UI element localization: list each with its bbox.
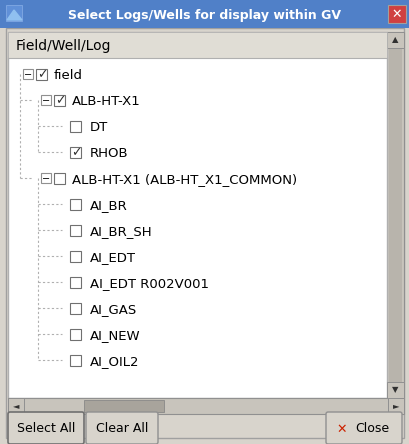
Bar [388, 48, 401, 382]
Text: AI_EDT R002V001: AI_EDT R002V001 [90, 277, 209, 290]
Bar [8, 32, 386, 58]
Bar [8, 398, 24, 414]
Text: −: − [42, 174, 50, 184]
Bar [70, 303, 81, 314]
Text: AI_EDT: AI_EDT [90, 251, 136, 264]
Text: field: field [54, 69, 83, 82]
Bar [386, 382, 403, 398]
Bar [8, 398, 403, 414]
Text: ✓: ✓ [37, 68, 47, 81]
Text: AI_NEW: AI_NEW [90, 329, 140, 342]
Text: −: − [24, 70, 32, 80]
Text: ✕: ✕ [391, 8, 401, 21]
FancyBboxPatch shape [325, 412, 401, 444]
Text: Close: Close [354, 423, 388, 436]
Text: ▲: ▲ [391, 36, 398, 44]
Text: Select Logs/Wells for display within GV: Select Logs/Wells for display within GV [68, 8, 341, 21]
Bar [386, 32, 403, 48]
Text: Select All: Select All [17, 423, 75, 436]
FancyBboxPatch shape [86, 412, 157, 444]
Text: DT: DT [90, 121, 108, 134]
Text: ✓: ✓ [55, 94, 65, 107]
Text: AI_BR_SH: AI_BR_SH [90, 225, 152, 238]
Bar [70, 355, 81, 366]
Text: ALB-HT-X1 (ALB-HT_X1_COMMON): ALB-HT-X1 (ALB-HT_X1_COMMON) [72, 173, 297, 186]
Bar [386, 32, 403, 398]
Bar [23, 69, 33, 79]
Text: ALB-HT-X1: ALB-HT-X1 [72, 95, 140, 108]
Text: Field/Well/Log: Field/Well/Log [16, 39, 111, 53]
Text: ▼: ▼ [391, 385, 398, 395]
Bar [70, 277, 81, 288]
FancyBboxPatch shape [8, 412, 84, 444]
Text: −: − [42, 96, 50, 106]
Bar [41, 173, 51, 183]
Text: AI_BR: AI_BR [90, 199, 128, 212]
Text: ✓: ✓ [71, 147, 81, 159]
Bar [70, 251, 81, 262]
Polygon shape [7, 10, 22, 20]
Bar [54, 95, 65, 106]
Bar [41, 95, 51, 105]
Bar [70, 329, 81, 340]
FancyBboxPatch shape [387, 5, 405, 23]
Bar [6, 5, 22, 21]
Bar [70, 225, 81, 236]
Text: RHOB: RHOB [90, 147, 128, 160]
Bar [8, 32, 386, 398]
Bar [36, 69, 47, 80]
Bar [54, 173, 65, 184]
Text: ►: ► [392, 401, 398, 411]
Text: AI_GAS: AI_GAS [90, 303, 137, 316]
Bar [0, 0, 409, 28]
Bar [70, 121, 81, 132]
Text: Clear All: Clear All [96, 423, 148, 436]
Bar [84, 400, 164, 412]
Bar [70, 199, 81, 210]
Text: AI_OIL2: AI_OIL2 [90, 355, 139, 368]
Bar [70, 147, 81, 158]
Text: ◄: ◄ [13, 401, 19, 411]
Text: ✕: ✕ [336, 423, 346, 436]
Bar [387, 398, 403, 414]
